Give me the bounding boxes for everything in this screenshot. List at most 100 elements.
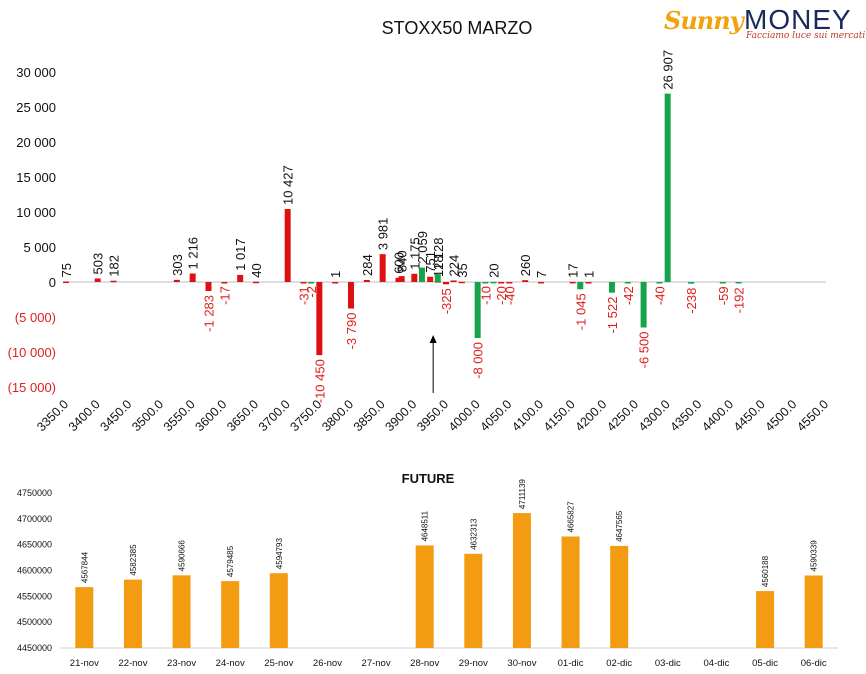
x-tick-label: 3350.0 xyxy=(34,397,71,434)
option-bar-label: 182 xyxy=(107,255,122,277)
future-x-tick-label: 05-dic xyxy=(752,658,778,669)
stoxx50-options-chart: 30 000 25 000 20 000 15 000 10 000 5 000 0 (5 0… xyxy=(8,50,832,434)
x-tick-label: 4400.0 xyxy=(699,397,736,434)
option-bar xyxy=(656,282,663,284)
future-bar xyxy=(561,536,580,648)
option-bar xyxy=(308,282,315,284)
future-bar xyxy=(756,591,775,648)
future-x-tick-label: 28-nov xyxy=(410,658,439,669)
sunny-money-logo: Sunny MONEY Facciamo luce sui mercati xyxy=(662,4,866,44)
option-bar-label: -192 xyxy=(732,287,747,313)
option-bar-label: -6 500 xyxy=(637,332,652,369)
option-bar xyxy=(398,276,405,282)
option-bar-label: 40 xyxy=(249,263,264,277)
option-bar-label: 10 427 xyxy=(281,165,296,205)
x-tick-label: 4050.0 xyxy=(478,397,515,434)
option-bar xyxy=(434,274,441,282)
y-tick-label: 10 000 xyxy=(16,205,56,220)
x-tick-label: 4450.0 xyxy=(731,397,768,434)
option-bar-label: -2 xyxy=(304,286,319,298)
future-bar-label: 4560188 xyxy=(761,555,770,587)
y-tick-label: (5 000) xyxy=(15,310,56,325)
future-x-tick-label: 24-nov xyxy=(216,658,245,669)
future-bar xyxy=(610,545,629,648)
x-tick-label: 4100.0 xyxy=(509,397,546,434)
x-tick-label: 3950.0 xyxy=(414,397,451,434)
option-bar-label: -17 xyxy=(217,286,232,305)
future-bar xyxy=(172,575,191,648)
option-bar-label: -1 045 xyxy=(573,293,588,330)
option-bar-label: 75 xyxy=(59,263,74,277)
option-bar-label: 1 017 xyxy=(233,238,248,271)
future-y-tick-label: 4600000 xyxy=(17,566,52,576)
future-bar xyxy=(221,581,240,648)
option-bar-label: 1 xyxy=(582,271,597,278)
future-bar xyxy=(75,587,94,648)
future-x-tick-label: 21-nov xyxy=(70,658,99,669)
future-x-tick-label: 23-nov xyxy=(167,658,196,669)
option-bar xyxy=(522,280,529,282)
price-arrow-head xyxy=(429,335,437,343)
option-bar-label: 600 xyxy=(392,252,407,274)
option-bar-label: 1 175 xyxy=(407,237,422,270)
option-bar-label: 3 981 xyxy=(376,218,391,251)
x-tick-label: 3850.0 xyxy=(351,397,388,434)
option-bar xyxy=(569,281,576,284)
future-bar xyxy=(464,553,483,648)
future-bar-label: 4594793 xyxy=(275,537,284,569)
logo-brand-text: MONEY xyxy=(744,4,852,35)
y-tick-label: 5 000 xyxy=(23,240,56,255)
future-x-tick-label: 03-dic xyxy=(655,658,681,669)
option-bar-label: -42 xyxy=(621,286,636,305)
option-bar-label: 751 xyxy=(423,251,438,273)
option-bar-label: 2 059 xyxy=(415,231,430,264)
option-bar xyxy=(735,282,742,284)
future-bar xyxy=(415,545,434,648)
option-bar xyxy=(300,282,307,284)
option-bar xyxy=(443,282,449,285)
option-bar xyxy=(640,282,647,328)
option-bar xyxy=(348,282,354,309)
option-bar-label: -325 xyxy=(439,288,454,314)
option-bar xyxy=(506,282,513,284)
option-bar-label: -8 000 xyxy=(471,342,486,379)
future-bar-label: 4590666 xyxy=(178,540,187,572)
future-y-tick-label: 4750000 xyxy=(17,488,52,498)
option-bar xyxy=(624,282,631,284)
option-bar xyxy=(490,281,497,284)
option-bar-label: 7 xyxy=(534,271,549,278)
option-bar xyxy=(379,254,386,282)
option-bar xyxy=(189,273,196,282)
logo-tagline: Facciamo luce sui mercati xyxy=(746,31,866,41)
future-y-tick-label: 4500000 xyxy=(17,617,52,627)
option-bar-label: 20 xyxy=(487,263,502,277)
option-bar-label: 128 xyxy=(431,255,446,277)
option-bar xyxy=(63,281,69,283)
future-bar xyxy=(123,579,142,648)
future-bar-label: 4648511 xyxy=(421,510,430,541)
option-bar xyxy=(411,273,418,282)
x-tick-label: 4300.0 xyxy=(636,397,673,434)
x-tick-label: 3450.0 xyxy=(98,397,135,434)
x-tick-label: 4350.0 xyxy=(668,397,705,434)
x-tick-label: 3400.0 xyxy=(66,397,103,434)
future-bar-label: 4632313 xyxy=(469,518,478,550)
option-bar-label: 26 907 xyxy=(661,50,676,90)
option-bar xyxy=(458,281,465,284)
future-bar xyxy=(804,575,823,648)
future-x-tick-label: 04-dic xyxy=(704,658,730,669)
option-bar xyxy=(253,281,259,284)
future-chart: 4750000 4700000 4650000 4600000 4550000 45000… xyxy=(17,479,838,669)
option-bar xyxy=(316,282,323,356)
x-tick-label: 4550.0 xyxy=(794,397,831,434)
option-bar-label: -40 xyxy=(502,286,517,305)
option-bar-label: 1 128 xyxy=(431,238,446,271)
y-tick-label: 30 000 xyxy=(16,65,56,80)
option-bar-label: 17 xyxy=(566,263,581,277)
x-tick-label: 4250.0 xyxy=(604,397,641,434)
future-x-tick-label: 25-nov xyxy=(264,658,293,669)
option-bar-label: -31 xyxy=(297,286,312,305)
future-bar-label: 4579485 xyxy=(226,545,235,577)
option-bar xyxy=(719,282,726,284)
x-tick-label: 3700.0 xyxy=(256,397,293,434)
